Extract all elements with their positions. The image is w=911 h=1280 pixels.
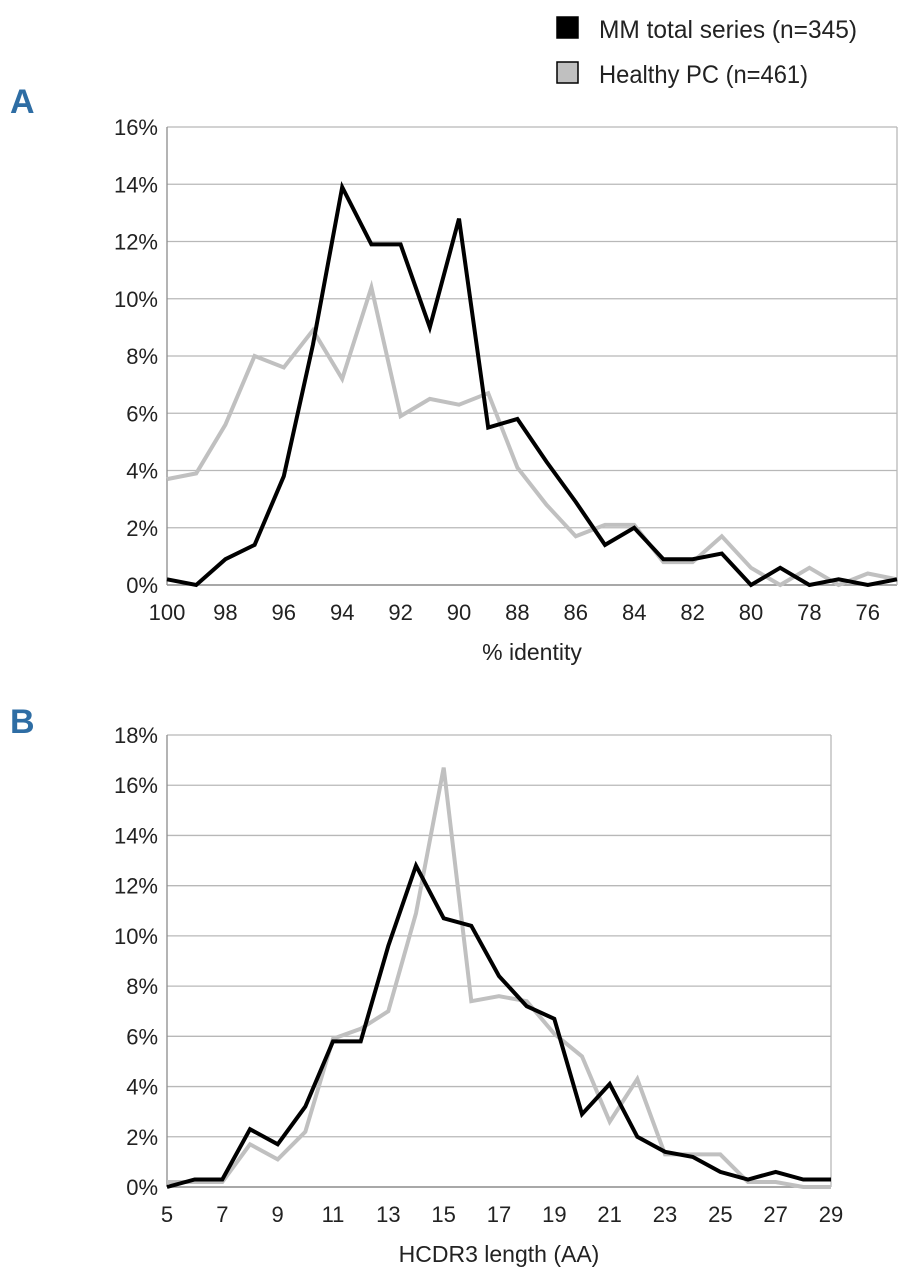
x-tick-label-b: 9 [272,1202,284,1227]
x-tick-label-b: 27 [763,1202,787,1227]
series-line-mm-a [166,180,898,588]
y-tick-label-a: 2% [126,516,158,541]
x-tick-label-b: 23 [653,1202,677,1227]
legend-label-mm: MM total series (n=345) [599,16,857,44]
x-tick-label-a: 100 [149,600,186,625]
x-tick-label-b: 19 [542,1202,566,1227]
y-tick-label-a: 0% [126,573,158,598]
y-tick-label-b: 12% [114,874,158,899]
x-tick-label-a: 90 [447,600,471,625]
y-tick-label-a: 4% [126,459,158,484]
y-tick-label-b: 0% [126,1175,158,1200]
x-tick-label-a: 86 [564,600,588,625]
y-tick-label-a: 14% [114,172,158,197]
x-tick-label-a: 92 [388,600,412,625]
x-tick-label-b: 21 [597,1202,621,1227]
x-tick-label-b: 25 [708,1202,732,1227]
y-tick-label-b: 10% [114,924,158,949]
x-tick-label-b: 15 [431,1202,455,1227]
x-tick-label-a: 82 [680,600,704,625]
y-tick-label-b: 18% [114,723,158,748]
x-axis-title-a: % identity [482,639,582,665]
x-tick-label-b: 17 [487,1202,511,1227]
x-tick-label-b: 29 [819,1202,843,1227]
y-tick-label-a: 8% [126,344,158,369]
legend-label-healthy: Healthy PC (n=461) [599,61,808,89]
series-line-mm-b [166,860,831,1189]
x-tick-label-a: 78 [797,600,821,625]
series-line-healthy-a [166,279,898,588]
y-tick-label-a: 6% [126,401,158,426]
x-tick-label-b: 5 [161,1202,173,1227]
x-tick-label-b: 7 [216,1202,228,1227]
x-tick-label-a: 76 [856,600,880,625]
panel-letter-a: A [10,83,35,121]
legend: MM total series (n=345) Healthy PC (n=46… [556,16,857,89]
x-tick-label-a: 96 [272,600,296,625]
x-tick-label-b: 11 [322,1202,345,1227]
series-line-healthy-b [167,767,831,1189]
legend-swatch-healthy [556,61,579,84]
y-tick-label-a: 10% [114,287,158,312]
y-tick-label-a: 16% [114,115,158,140]
legend-swatch-mm [556,16,579,39]
y-tick-label-b: 6% [126,1024,158,1049]
y-tick-label-b: 16% [114,773,158,798]
x-tick-label-a: 80 [739,600,763,625]
x-tick-label-a: 94 [330,600,354,625]
chart-panel-b: 0% 2% 4% 6% 8% 10% 12% 14% 16% 18% 5 7 9 11 13 15 17 19 21… [114,723,843,1267]
y-tick-label-a: 12% [114,230,158,255]
x-tick-label-a: 98 [213,600,237,625]
y-tick-label-b: 4% [126,1075,158,1100]
y-tick-label-b: 14% [114,823,158,848]
x-tick-label-a: 84 [622,600,646,625]
x-tick-label-a: 88 [505,600,529,625]
y-tick-label-b: 2% [126,1125,158,1150]
panel-letter-b: B [10,703,35,741]
x-axis-title-b: HCDR3 length (AA) [399,1241,600,1267]
x-tick-label-b: 13 [376,1202,400,1227]
chart-panel-a: 0% 2% 4% 6% 8% 10% 12% 14% 16% 100 98 96 94 92 90 88 86 8… [114,115,898,665]
y-tick-label-b: 8% [126,974,158,999]
